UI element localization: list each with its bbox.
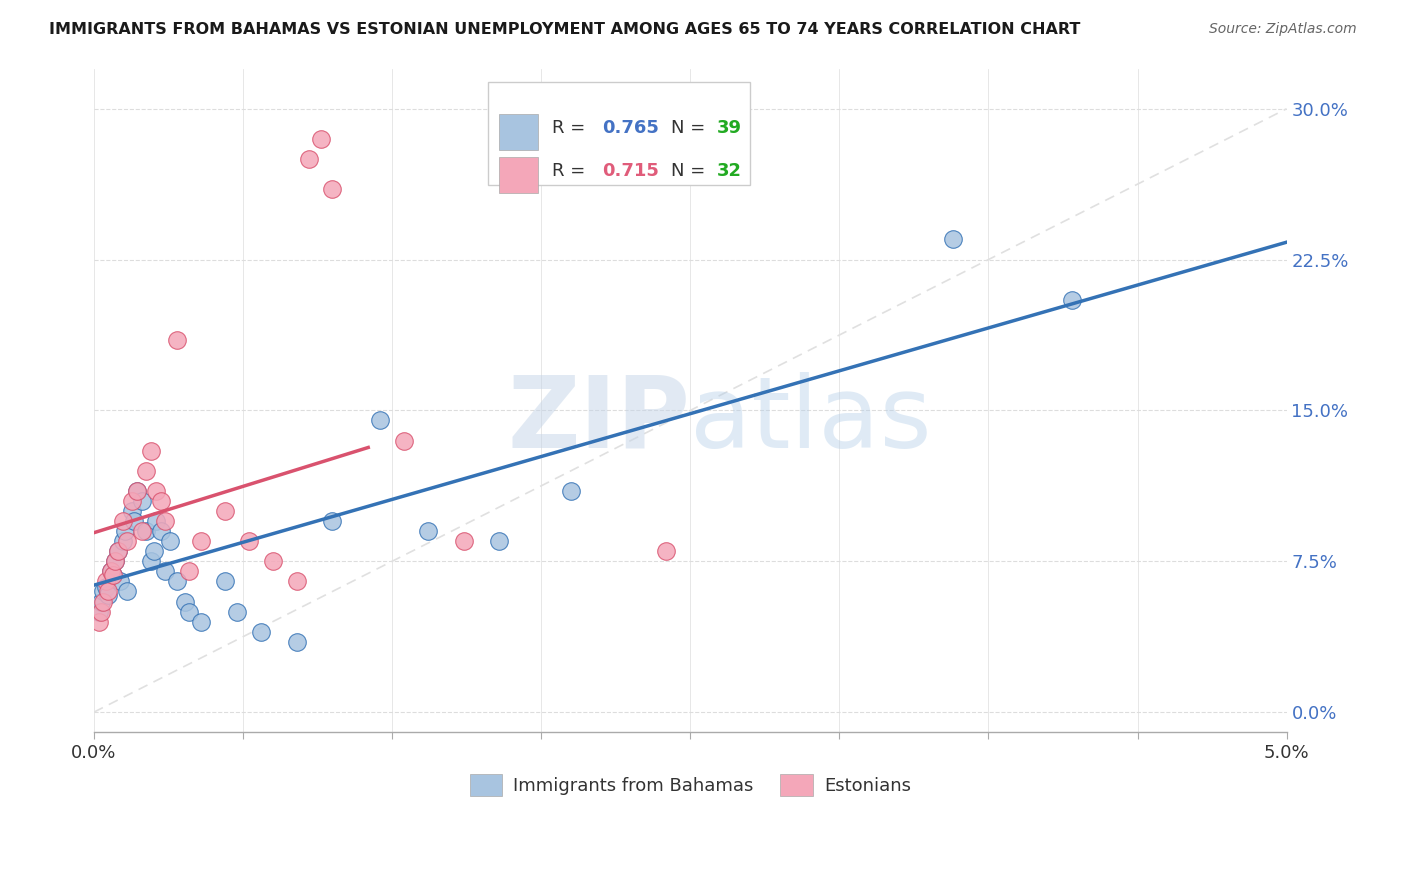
Point <box>111 534 134 549</box>
Point <box>285 574 308 589</box>
Point <box>262 554 284 568</box>
Point <box>125 483 148 498</box>
FancyBboxPatch shape <box>488 82 749 185</box>
Point <box>1060 293 1083 307</box>
Point <box>155 514 177 528</box>
Text: N =: N = <box>671 120 711 137</box>
Point <box>942 232 965 246</box>
Point <box>285 634 308 648</box>
Point <box>166 333 188 347</box>
Point <box>655 544 678 558</box>
Text: 0.765: 0.765 <box>602 120 659 137</box>
Point <box>416 524 439 538</box>
Text: 32: 32 <box>717 162 741 180</box>
Text: 0.715: 0.715 <box>602 162 659 180</box>
Point <box>173 594 195 608</box>
Point <box>101 568 124 582</box>
Point <box>90 594 112 608</box>
Text: N =: N = <box>671 162 711 180</box>
Point <box>131 494 153 508</box>
Point <box>131 524 153 538</box>
Point <box>101 568 124 582</box>
Point <box>149 524 172 538</box>
Point <box>121 494 143 508</box>
Point <box>94 574 117 589</box>
Point <box>149 494 172 508</box>
Point <box>87 605 110 619</box>
Point <box>145 483 167 498</box>
Legend: Immigrants from Bahamas, Estonians: Immigrants from Bahamas, Estonians <box>463 766 918 803</box>
Point <box>94 581 117 595</box>
Point <box>250 624 273 639</box>
Point <box>107 544 129 558</box>
Text: atlas: atlas <box>690 372 932 469</box>
Text: R =: R = <box>553 162 591 180</box>
Text: Source: ZipAtlas.com: Source: ZipAtlas.com <box>1209 22 1357 37</box>
Point <box>159 534 181 549</box>
Point <box>121 504 143 518</box>
Point <box>93 584 115 599</box>
Point <box>141 554 163 568</box>
Point <box>142 544 165 558</box>
Point <box>214 504 236 518</box>
Point <box>90 605 112 619</box>
Point <box>238 534 260 549</box>
Point <box>145 514 167 528</box>
Point <box>135 464 157 478</box>
Point <box>155 565 177 579</box>
Point <box>368 413 391 427</box>
Point <box>141 443 163 458</box>
Point <box>87 615 110 629</box>
Point <box>190 534 212 549</box>
Bar <box>499 157 537 194</box>
Point <box>309 132 332 146</box>
Point <box>104 554 127 568</box>
Text: R =: R = <box>553 120 591 137</box>
Point <box>297 152 319 166</box>
Point <box>179 565 201 579</box>
Point <box>166 574 188 589</box>
Point <box>214 574 236 589</box>
Point <box>560 483 582 498</box>
Point <box>190 615 212 629</box>
Point <box>392 434 415 448</box>
Text: 39: 39 <box>717 120 741 137</box>
Point <box>93 594 115 608</box>
Point <box>124 514 146 528</box>
Point <box>107 544 129 558</box>
Point <box>108 574 131 589</box>
Point <box>100 565 122 579</box>
Point <box>179 605 201 619</box>
Point <box>100 565 122 579</box>
Point <box>226 605 249 619</box>
Point <box>453 534 475 549</box>
Point <box>117 534 139 549</box>
Point <box>97 584 120 599</box>
Text: IMMIGRANTS FROM BAHAMAS VS ESTONIAN UNEMPLOYMENT AMONG AGES 65 TO 74 YEARS CORRE: IMMIGRANTS FROM BAHAMAS VS ESTONIAN UNEM… <box>49 22 1081 37</box>
Bar <box>499 113 537 150</box>
Point <box>114 524 136 538</box>
Point <box>135 524 157 538</box>
Point <box>97 589 120 603</box>
Point <box>488 534 510 549</box>
Point <box>117 584 139 599</box>
Text: ZIP: ZIP <box>508 372 690 469</box>
Point <box>111 514 134 528</box>
Point <box>321 182 343 196</box>
Point <box>104 554 127 568</box>
Point <box>321 514 343 528</box>
Point <box>125 483 148 498</box>
